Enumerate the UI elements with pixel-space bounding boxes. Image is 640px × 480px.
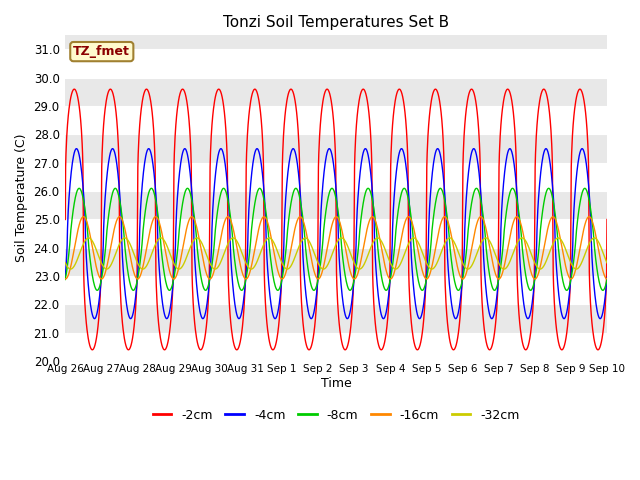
Legend: -2cm, -4cm, -8cm, -16cm, -32cm: -2cm, -4cm, -8cm, -16cm, -32cm <box>148 404 525 427</box>
Bar <box>65 219 607 248</box>
Bar <box>65 49 607 78</box>
Bar <box>65 36 607 49</box>
Bar <box>65 248 607 276</box>
Bar <box>65 106 607 134</box>
Bar <box>65 78 607 106</box>
Bar <box>65 134 607 163</box>
Bar <box>65 163 607 191</box>
Bar <box>65 276 607 304</box>
Title: Tonzi Soil Temperatures Set B: Tonzi Soil Temperatures Set B <box>223 15 449 30</box>
Bar <box>65 304 607 333</box>
X-axis label: Time: Time <box>321 377 351 390</box>
Y-axis label: Soil Temperature (C): Soil Temperature (C) <box>15 134 28 263</box>
Bar <box>65 191 607 219</box>
Text: TZ_fmet: TZ_fmet <box>74 45 130 58</box>
Bar <box>65 333 607 361</box>
